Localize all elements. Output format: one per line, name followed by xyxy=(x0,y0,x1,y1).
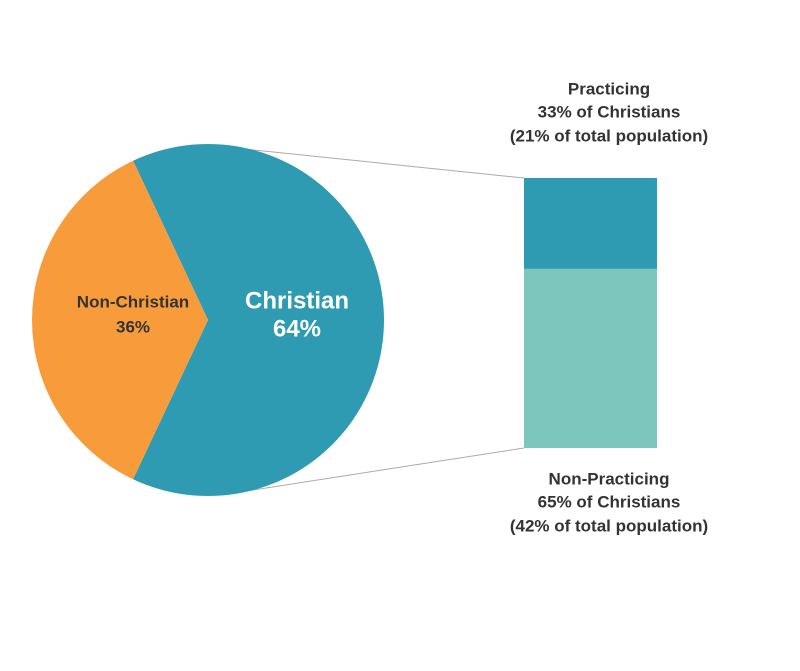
connector-line xyxy=(239,447,525,493)
pie-slice xyxy=(133,144,384,497)
bar-label: Practicing xyxy=(568,79,650,98)
bar-label: 65% of Christians xyxy=(538,492,681,511)
bar-label: 33% of Christians xyxy=(538,102,681,121)
bar-label: Non-Practicing xyxy=(549,469,670,488)
slice-label: Christian xyxy=(245,287,349,314)
slice-value-label: 36% xyxy=(116,317,150,336)
connector-line xyxy=(214,145,525,179)
bar-segment xyxy=(524,268,657,448)
slice-value-label: 64% xyxy=(273,315,321,342)
pie-slice xyxy=(31,160,209,480)
bar-segment xyxy=(524,178,657,269)
bar-label: (42% of total population) xyxy=(510,516,708,535)
slice-label: Non-Christian xyxy=(77,292,189,311)
bar-label: (21% of total population) xyxy=(510,126,708,145)
